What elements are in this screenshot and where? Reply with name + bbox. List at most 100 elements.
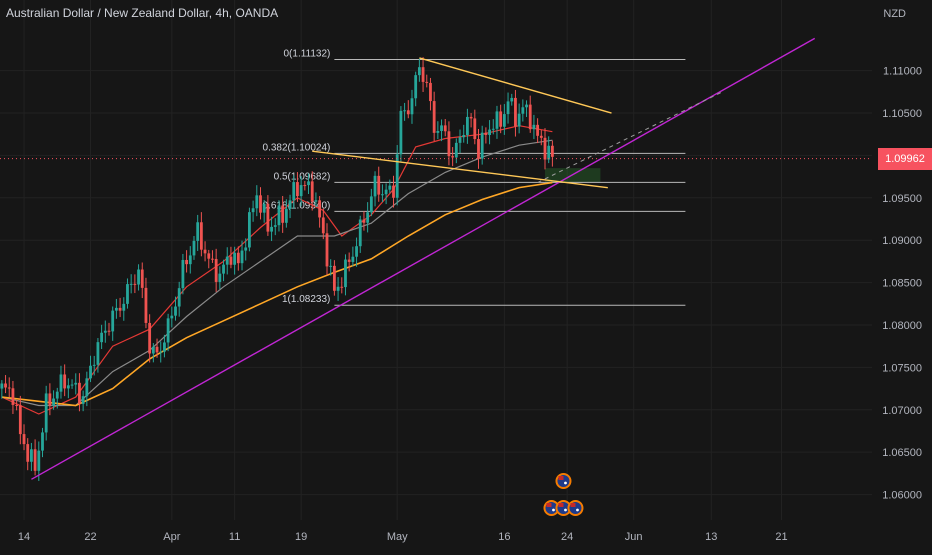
ema-line — [1, 139, 553, 407]
candle — [329, 265, 333, 267]
candle — [126, 284, 129, 304]
candle — [344, 259, 347, 288]
candle — [488, 129, 491, 135]
candle — [244, 247, 248, 251]
candle — [44, 393, 48, 433]
candle — [366, 212, 370, 223]
candle — [273, 225, 277, 227]
candle — [347, 259, 351, 262]
event-flag-star — [552, 508, 555, 512]
event-flag-jack — [558, 476, 564, 480]
event-flag-icon[interactable] — [543, 500, 560, 516]
candle — [381, 194, 384, 196]
indicator-lines — [1, 125, 553, 415]
candle — [307, 181, 310, 186]
candle — [477, 139, 480, 159]
candle — [122, 303, 126, 311]
event-flag-star — [576, 508, 579, 512]
candle — [454, 142, 458, 158]
candle — [362, 219, 366, 223]
candle — [151, 346, 155, 354]
candle — [373, 175, 377, 197]
candle — [395, 154, 399, 198]
candle — [89, 365, 92, 379]
candle — [133, 283, 137, 285]
candle — [458, 137, 462, 143]
x-tick-label: 11 — [229, 531, 240, 543]
candle — [170, 315, 174, 319]
candle — [33, 449, 37, 471]
candle — [543, 137, 547, 160]
candle — [259, 195, 262, 213]
candle — [137, 269, 140, 285]
candle — [281, 205, 285, 223]
currency-label: NZD — [883, 8, 906, 20]
event-flag-jack — [558, 503, 564, 507]
fib-label: 0(1.11132) — [283, 48, 330, 59]
candle — [318, 200, 322, 218]
ema-line — [1, 181, 553, 407]
y-tick-label: 1.10500 — [882, 108, 922, 120]
y-tick-label: 1.08000 — [882, 320, 922, 332]
event-flag-icon[interactable] — [567, 500, 584, 516]
candle — [466, 116, 469, 136]
candle — [528, 104, 532, 130]
candle — [436, 130, 440, 133]
candle — [177, 288, 181, 307]
candle — [103, 330, 107, 333]
x-tick-label: 22 — [84, 531, 96, 543]
candle — [447, 131, 451, 157]
candle — [292, 182, 296, 201]
candle — [392, 185, 395, 198]
candle — [155, 346, 159, 353]
event-flag-star — [564, 481, 567, 485]
fib-label: 0.382(1.10024) — [263, 142, 331, 153]
candle — [284, 208, 288, 223]
candle — [107, 330, 111, 332]
event-flag-jack — [546, 503, 552, 507]
candle — [11, 388, 15, 405]
y-tick-label: 1.11000 — [883, 66, 922, 78]
event-flag-icon[interactable] — [555, 500, 572, 516]
candle — [4, 383, 7, 388]
event-flag-icon[interactable] — [555, 473, 572, 489]
candle — [22, 434, 26, 445]
candle — [340, 286, 344, 288]
candle — [491, 128, 495, 130]
trendline — [31, 37, 816, 480]
grid — [0, 0, 872, 520]
candle — [536, 124, 540, 136]
wedge-upper-line — [419, 57, 612, 114]
candle — [248, 212, 251, 248]
candle — [262, 203, 266, 213]
candle — [277, 205, 281, 226]
candle — [92, 364, 96, 366]
x-tick-label: May — [387, 531, 408, 543]
candle — [30, 449, 33, 462]
candle — [144, 287, 148, 323]
y-tick-label: 1.07500 — [882, 362, 922, 374]
y-tick-label: 1.08500 — [882, 278, 922, 290]
x-tick-label: 24 — [561, 531, 573, 543]
candle — [266, 203, 270, 232]
candle — [66, 385, 70, 389]
candle — [399, 110, 403, 155]
candle — [321, 217, 325, 234]
candle — [510, 97, 514, 102]
candle — [502, 114, 506, 127]
wedge-lower-line — [312, 150, 608, 189]
candle — [443, 125, 447, 132]
fib-retracement[interactable]: 0(1.11132) 0.382(1.10024) 0.5(1.09682) 0.61… — [263, 48, 686, 306]
events[interactable] — [543, 473, 584, 516]
candle — [111, 310, 115, 332]
candle — [480, 132, 484, 159]
candle — [15, 404, 19, 406]
drawings[interactable] — [0, 37, 872, 480]
candle — [199, 222, 203, 250]
candle — [325, 233, 329, 267]
x-tick-label: 19 — [295, 531, 307, 543]
candle — [270, 226, 273, 232]
event-flag-jack — [570, 503, 576, 507]
